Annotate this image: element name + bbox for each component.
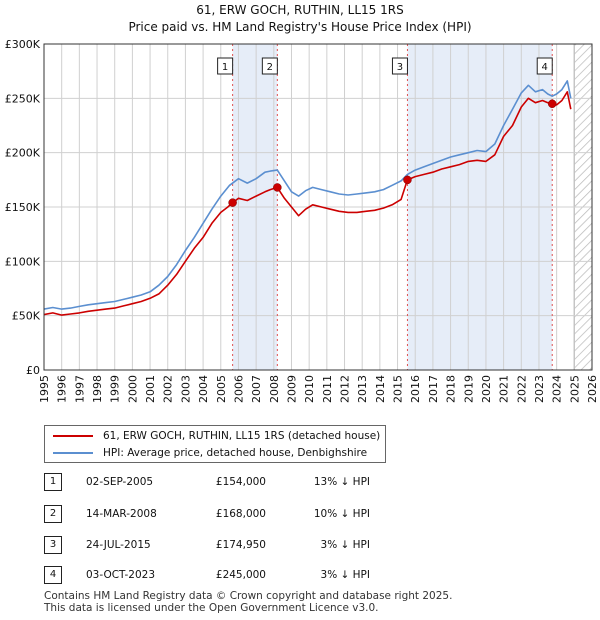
y-tick-label: £250K bbox=[5, 92, 41, 105]
x-tick-label: 2004 bbox=[197, 375, 210, 403]
sale-label: 4 bbox=[542, 62, 548, 73]
footer-licence: This data is licensed under the Open Gov… bbox=[44, 602, 379, 614]
chart-title: 61, ERW GOCH, RUTHIN, LL15 1RS bbox=[196, 3, 403, 17]
legend: 61, ERW GOCH, RUTHIN, LL15 1RS (detached… bbox=[44, 425, 386, 463]
sale-label: 2 bbox=[267, 62, 273, 73]
transaction-number: 1 bbox=[44, 473, 62, 491]
sale-label: 1 bbox=[222, 62, 228, 73]
x-tick-label: 2018 bbox=[445, 375, 458, 403]
sale-marker bbox=[547, 99, 557, 109]
x-tick-label: 1997 bbox=[73, 375, 86, 403]
legend-label-price: 61, ERW GOCH, RUTHIN, LL15 1RS (detached… bbox=[103, 430, 381, 442]
footer-copyright: Contains HM Land Registry data © Crown c… bbox=[44, 590, 453, 602]
sale-label-box bbox=[217, 57, 234, 75]
x-tick-label: 2007 bbox=[250, 375, 263, 403]
x-tick-label: 2024 bbox=[551, 375, 564, 403]
x-tick-label: 2015 bbox=[392, 375, 405, 403]
transaction-hpi-delta: 3% ↓ HPI bbox=[320, 569, 370, 581]
price-paid-line bbox=[44, 91, 572, 316]
sale-marker bbox=[403, 175, 412, 185]
y-tick-label: £50K bbox=[12, 310, 41, 323]
x-tick-label: 2005 bbox=[215, 375, 228, 403]
x-tick-label: 2014 bbox=[374, 375, 387, 403]
legend-swatch-hpi bbox=[53, 452, 93, 454]
x-tick-label: 2009 bbox=[285, 375, 298, 403]
y-tick-label: £0 bbox=[26, 364, 40, 377]
x-tick-label: 2020 bbox=[480, 375, 493, 403]
x-tick-label: 1995 bbox=[38, 375, 51, 403]
transaction-price: £245,000 bbox=[215, 569, 266, 581]
transaction-date: 03-OCT-2023 bbox=[86, 569, 155, 581]
transaction-price: £154,000 bbox=[215, 476, 266, 488]
x-tick-label: 2022 bbox=[515, 375, 528, 403]
x-tick-label: 2003 bbox=[179, 375, 192, 403]
transaction-hpi-delta: 10% ↓ HPI bbox=[313, 508, 370, 520]
sale-label-box bbox=[536, 57, 553, 75]
y-tick-label: £200K bbox=[5, 147, 41, 160]
x-tick-label: 2019 bbox=[462, 375, 475, 403]
x-tick-label: 2013 bbox=[356, 375, 369, 403]
transaction-price: £174,950 bbox=[215, 539, 266, 551]
x-tick-label: 2010 bbox=[303, 375, 316, 403]
x-tick-label: 2008 bbox=[268, 375, 281, 403]
transaction-hpi-delta: 13% ↓ HPI bbox=[313, 476, 370, 488]
x-tick-label: 1996 bbox=[56, 375, 69, 403]
legend-label-hpi: HPI: Average price, detached house, Denb… bbox=[103, 447, 368, 459]
sale-marker bbox=[228, 198, 237, 207]
transaction-row: 1 02-SEP-2005 £154,000 13% ↓ HPI bbox=[44, 473, 484, 493]
transaction-number: 3 bbox=[44, 536, 62, 554]
transaction-row: 4 03-OCT-2023 £245,000 3% ↓ HPI bbox=[44, 566, 484, 586]
legend-swatch-price bbox=[53, 435, 93, 437]
x-tick-label: 2023 bbox=[533, 375, 546, 403]
transaction-number: 2 bbox=[44, 505, 62, 523]
y-tick-label: £300K bbox=[5, 38, 41, 51]
x-tick-label: 2012 bbox=[339, 375, 352, 403]
x-tick-label: 2016 bbox=[409, 375, 422, 403]
footer: Contains HM Land Registry data © Crown c… bbox=[44, 590, 452, 614]
transaction-price: £168,000 bbox=[215, 508, 266, 520]
price-chart: 61, ERW GOCH, RUTHIN, LL15 1RS Price pai… bbox=[5, 3, 599, 403]
x-tick-label: 2011 bbox=[321, 375, 334, 403]
y-tick-label: £150K bbox=[5, 201, 41, 214]
y-tick-label: £100K bbox=[5, 255, 41, 268]
transaction-hpi-delta: 3% ↓ HPI bbox=[320, 539, 370, 551]
x-tick-label: 2025 bbox=[568, 375, 581, 403]
sale-label-box bbox=[261, 57, 278, 75]
x-tick-label: 2000 bbox=[126, 375, 139, 403]
transaction-date: 02-SEP-2005 bbox=[86, 476, 154, 488]
transaction-number: 4 bbox=[44, 566, 62, 584]
x-tick-label: 2006 bbox=[232, 375, 245, 403]
sale-marker bbox=[273, 183, 282, 192]
x-tick-label: 1999 bbox=[109, 375, 122, 403]
x-tick-label: 2026 bbox=[586, 375, 599, 403]
x-tick-label: 1998 bbox=[91, 375, 104, 403]
x-tick-label: 2017 bbox=[427, 375, 440, 403]
sale-label-box bbox=[391, 57, 408, 75]
transaction-row: 3 24-JUL-2015 £174,950 3% ↓ HPI bbox=[44, 536, 484, 556]
legend-item-hpi: HPI: Average price, detached house, Denb… bbox=[53, 445, 367, 461]
transaction-row: 2 14-MAR-2008 £168,000 10% ↓ HPI bbox=[44, 505, 484, 525]
x-tick-label: 2021 bbox=[498, 375, 511, 403]
legend-item-price: 61, ERW GOCH, RUTHIN, LL15 1RS (detached… bbox=[53, 428, 380, 444]
chart-subtitle: Price paid vs. HM Land Registry's House … bbox=[128, 20, 471, 34]
transaction-date: 24-JUL-2015 bbox=[86, 539, 151, 551]
x-tick-label: 2002 bbox=[162, 375, 175, 403]
transaction-date: 14-MAR-2008 bbox=[86, 508, 157, 520]
plot-frame bbox=[43, 43, 593, 371]
x-tick-label: 2001 bbox=[144, 375, 157, 403]
sale-label: 3 bbox=[397, 62, 403, 73]
hpi-line bbox=[44, 80, 572, 310]
